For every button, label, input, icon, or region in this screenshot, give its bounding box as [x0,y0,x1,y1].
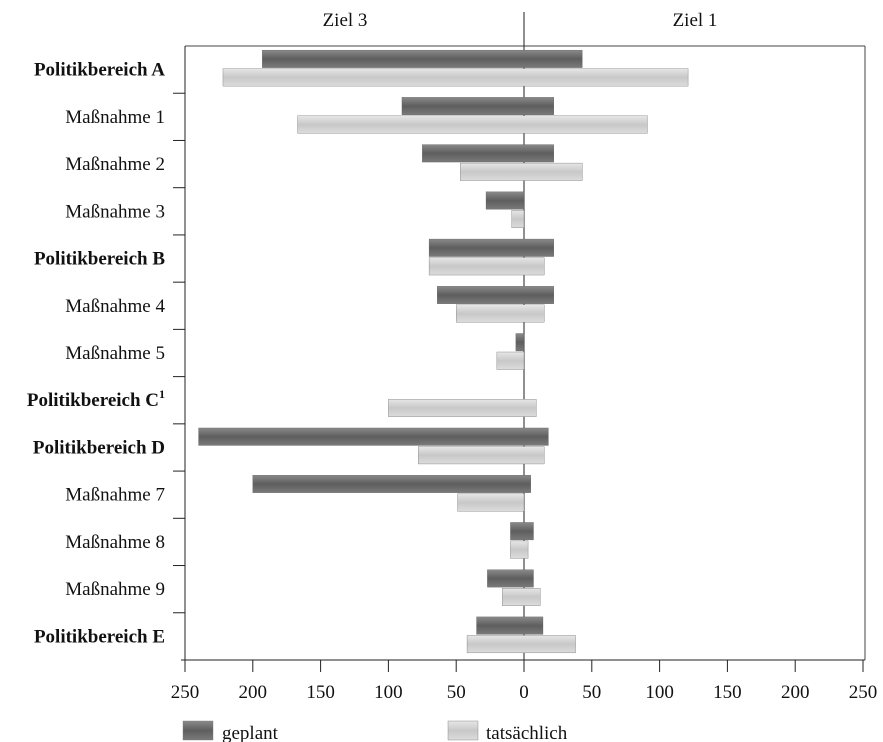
bar-geplant-9 [252,475,531,493]
category-label-0: Politikbereich A [34,60,165,81]
bar-tatsaechlich-5 [456,304,545,323]
bar-geplant-3 [485,191,525,210]
x-tick-label-1: 200 [239,682,268,703]
category-label-12: Politikbereich E [34,626,165,647]
bar-tatsaechlich-1 [297,115,648,134]
bar-geplant-4 [428,238,554,257]
legend: geplant tatsächlich [182,720,568,742]
bar-geplant-5 [437,286,554,304]
category-label-10: Maßnahme 8 [65,532,165,553]
x-tick-label-3: 100 [374,682,403,703]
header-ziel-3: Ziel 3 [323,10,368,31]
bar-tatsaechlich-0 [222,68,689,87]
category-label-text: Maßnahme 8 [65,532,165,553]
bar-tatsaechlich-9 [457,493,525,512]
bar-tatsaechlich-6 [496,351,525,370]
category-label-text: Maßnahme 1 [65,107,165,128]
x-tick-label-8: 150 [713,682,742,703]
bar-tatsaechlich-12 [466,635,576,654]
category-label-text: Maßnahme 9 [65,579,165,600]
category-label-text: Politikbereich C [27,390,159,411]
bar-geplant-2 [422,144,554,163]
bar-tatsaechlich-10 [510,540,529,559]
category-label-text: Maßnahme 5 [65,343,165,364]
legend-label-0: geplant [222,723,279,742]
bar-tatsaechlich-11 [502,588,541,606]
x-tick-label-2: 150 [306,682,335,703]
legend-swatch-1 [447,720,479,741]
bar-geplant-12 [476,616,544,635]
bar-tatsaechlich-2 [460,162,583,181]
category-label-9: Maßnahme 7 [65,485,165,506]
category-label-6: Maßnahme 5 [65,343,165,364]
x-tick-label-9: 200 [781,682,810,703]
x-tick-label-0: 250 [171,682,200,703]
category-label-3: Maßnahme 3 [65,201,165,222]
category-label-text: Maßnahme 3 [65,201,165,222]
category-label-text: Maßnahme 7 [65,485,165,506]
bar-tatsaechlich-8 [418,446,545,465]
category-label-text: Maßnahme 2 [65,154,165,175]
category-label-5: Maßnahme 4 [65,296,165,317]
x-tick-label-5: 0 [519,682,529,703]
x-tick-label-10: 250 [849,682,878,703]
x-tick-label-6: 50 [582,682,601,703]
header-ziel-1: Ziel 1 [673,10,718,31]
x-tick-label-7: 100 [645,682,674,703]
bar-geplant-6 [515,333,525,352]
category-label-4: Politikbereich B [34,249,165,270]
bar-tatsaechlich-3 [511,210,525,228]
bar-tatsaechlich-4 [428,257,545,276]
bar-geplant-11 [487,569,534,588]
category-label-text: Politikbereich A [34,60,165,81]
bar-tatsaechlich-7 [388,399,537,417]
bar-geplant-0 [262,49,583,68]
bar-geplant-10 [510,522,534,541]
category-label-text: Maßnahme 4 [65,296,165,317]
legend-label-1: tatsächlich [486,723,568,742]
category-label-text: Politikbereich E [34,626,165,647]
category-label-2: Maßnahme 2 [65,154,165,175]
bar-geplant-8 [198,427,549,446]
column-headers: Ziel 3 Ziel 1 [323,10,718,31]
category-label-11: Maßnahme 9 [65,579,165,600]
category-label-text: Politikbereich B [34,249,165,270]
bar-geplant-1 [401,97,554,115]
bars [198,49,689,654]
category-label-8: Politikbereich D [33,437,165,458]
category-label-sup: 1 [159,387,165,401]
legend-swatch-0 [182,720,214,741]
category-label-1: Maßnahme 1 [65,107,165,128]
x-axis-ticks: 250 200 150 100 50 0 50 100 150 200 250 [171,660,878,703]
category-labels: Politikbereich A Maßnahme 1 Maßnahme 2 Maßn… [27,60,166,648]
x-tick-label-4: 50 [447,682,466,703]
category-label-7: Politikbereich C1 [27,387,165,411]
category-label-text: Politikbereich D [33,437,165,458]
